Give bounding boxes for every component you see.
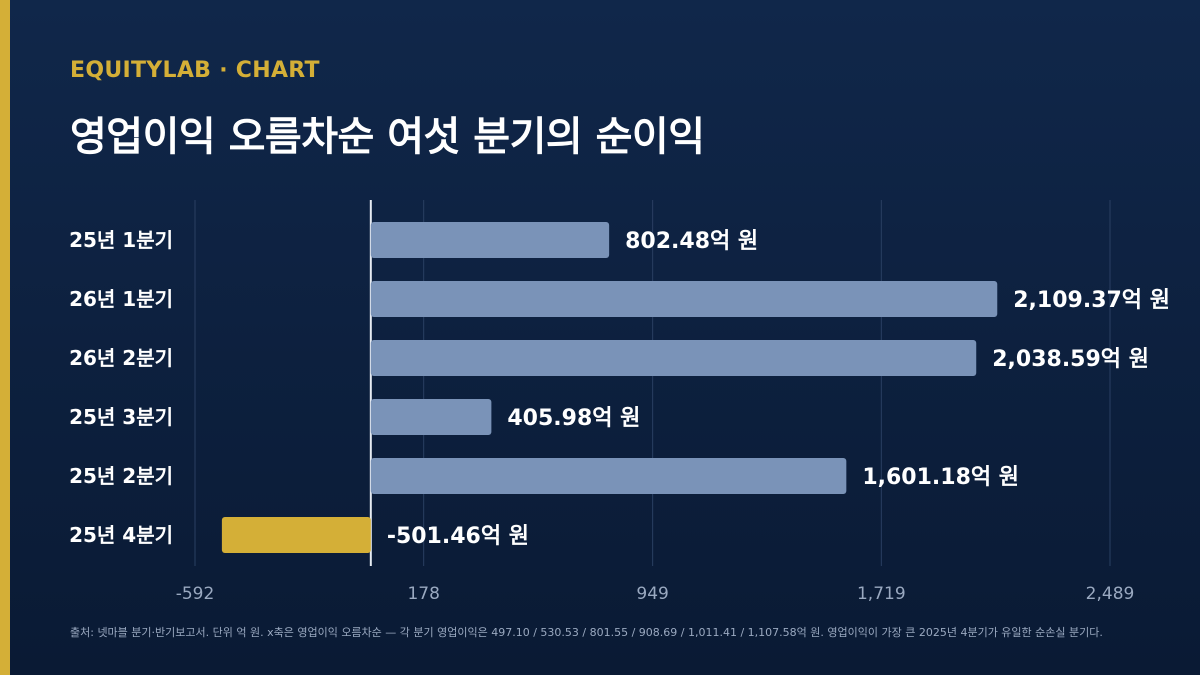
category-label: 25년 2분기: [69, 464, 173, 488]
footnote: 출처: 넷마블 분기·반기보고서. 단위 억 원. x축은 영업이익 오름차순 …: [70, 626, 1103, 639]
category-label: 25년 4분기: [69, 523, 173, 547]
bar: [370, 458, 847, 494]
category-label: 26년 1분기: [69, 287, 173, 311]
bar: [370, 281, 998, 317]
data-label: 2,038.59억 원: [992, 347, 1149, 372]
brand-label: EQUITYLAB · CHART: [70, 58, 320, 83]
x-tick-label: 2,489: [1086, 584, 1135, 604]
bar: [370, 399, 492, 435]
bar: [370, 222, 610, 258]
data-label: 1,601.18억 원: [862, 465, 1019, 490]
chart-title: 영업이익 오름차순 여섯 분기의 순이익: [70, 114, 705, 160]
data-label: -501.46억 원: [387, 524, 529, 549]
labels: -592 178 949 1,719 2,489 25년 1분기 802.48억 원 26년 …: [69, 228, 1170, 604]
category-label: 25년 1분기: [69, 228, 173, 252]
bars: [221, 222, 998, 553]
grid-lines: [194, 200, 1111, 566]
category-label: 26년 2분기: [69, 346, 173, 370]
category-label: 25년 3분기: [69, 405, 173, 429]
data-label: 802.48억 원: [625, 229, 758, 254]
x-tick-label: 1,719: [857, 584, 906, 604]
x-tick-label: 949: [636, 584, 668, 604]
bar: [370, 340, 977, 376]
data-label: 2,109.37억 원: [1013, 288, 1170, 313]
x-tick-label: -592: [176, 584, 215, 604]
x-tick-label: 178: [407, 584, 439, 604]
accent-bar: [0, 0, 10, 675]
bar: [221, 517, 371, 553]
data-label: 405.98억 원: [507, 406, 640, 431]
